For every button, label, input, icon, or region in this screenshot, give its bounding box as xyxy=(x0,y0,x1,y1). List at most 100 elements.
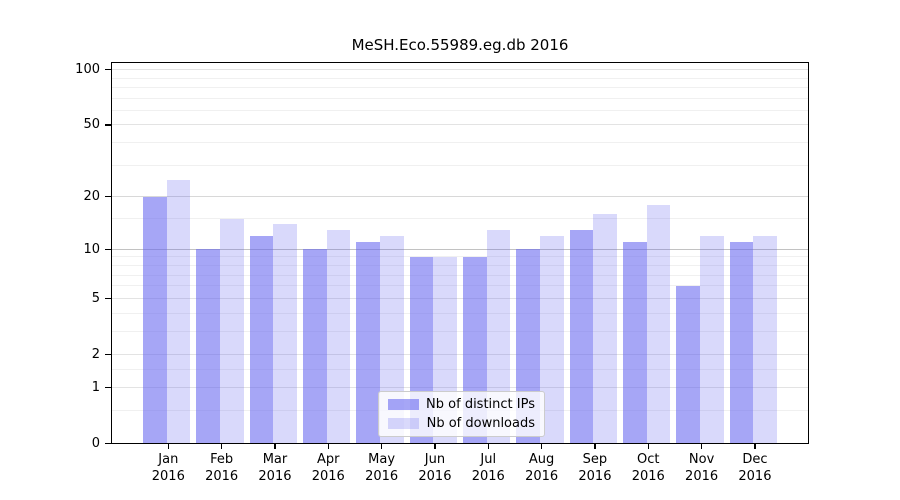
minor-gridline xyxy=(112,97,808,99)
month-label: Mar xyxy=(262,452,288,467)
bar-distinct-ips-jan xyxy=(143,196,167,444)
minor-gridline xyxy=(112,330,808,332)
bar-downloads-mar xyxy=(273,224,297,444)
bar-downloads-jan xyxy=(166,179,191,444)
month-label: Sep xyxy=(582,452,608,467)
bar-distinct-ips-apr xyxy=(303,249,327,444)
y-tick-mark xyxy=(105,124,111,126)
bar-downloads-dec xyxy=(753,235,777,444)
bar-downloads-feb xyxy=(220,218,244,444)
year-label: 2016 xyxy=(578,468,612,484)
major-gridline xyxy=(112,124,808,126)
y-tick-mark xyxy=(105,248,111,250)
legend-swatch-downloads-icon xyxy=(388,418,419,429)
x-tick-label-jun: Jun 2016 xyxy=(408,452,462,485)
x-tick-label-mar: Mar 2016 xyxy=(248,452,302,485)
x-tick-mark xyxy=(701,443,703,449)
x-tick-mark xyxy=(274,443,276,449)
month-label: Aug xyxy=(528,452,555,467)
major-gridline xyxy=(112,69,808,71)
month-label: Apr xyxy=(317,452,340,467)
x-tick-label-may: May 2016 xyxy=(355,452,409,485)
bar-distinct-ips-mar xyxy=(249,235,274,444)
legend: Nb of distinct IPs Nb of downloads xyxy=(378,391,545,437)
year-label: 2016 xyxy=(738,468,772,484)
month-label: Oct xyxy=(637,452,660,467)
x-tick-mark xyxy=(487,443,489,449)
y-tick-label: 2 xyxy=(91,347,100,362)
year-label: 2016 xyxy=(525,468,559,484)
y-tick-label: 0 xyxy=(91,436,100,451)
y-tick-label: 1 xyxy=(91,379,100,395)
x-tick-mark xyxy=(754,443,756,449)
x-tick-mark xyxy=(381,443,383,449)
legend-label-distinct-ips: Nb of distinct IPs xyxy=(426,397,535,412)
y-tick-label: 20 xyxy=(83,189,100,205)
y-tick-mark xyxy=(105,297,111,299)
minor-gridline xyxy=(112,274,808,276)
month-label: Jul xyxy=(480,452,497,467)
x-tick-label-feb: Feb 2016 xyxy=(195,452,249,485)
x-tick-label-jul: Jul 2016 xyxy=(461,452,515,485)
y-tick-label: 10 xyxy=(83,241,100,257)
major-gridline xyxy=(112,297,808,299)
bar-downloads-sep xyxy=(593,213,617,444)
month-label: Jan xyxy=(158,452,179,467)
year-label: 2016 xyxy=(631,468,665,484)
minor-gridline xyxy=(112,142,808,144)
x-tick-mark xyxy=(541,443,543,449)
y-tick-mark xyxy=(105,442,111,445)
chart-title: MeSH.Eco.55989.eg.db 2016 xyxy=(351,36,569,54)
x-tick-label-dec: Dec 2016 xyxy=(728,452,782,485)
bar-distinct-ips-may xyxy=(356,242,380,444)
bar-distinct-ips-nov xyxy=(676,285,700,444)
y-tick-label: 5 xyxy=(91,290,100,306)
bar-distinct-ips-oct xyxy=(623,242,647,444)
bar-downloads-apr xyxy=(326,229,351,444)
x-tick-label-nov: Nov 2016 xyxy=(675,452,729,485)
legend-label-downloads: Nb of downloads xyxy=(426,416,535,431)
x-tick-mark xyxy=(221,443,223,449)
bar-distinct-ips-feb xyxy=(196,249,221,444)
emphasis-gridline xyxy=(112,248,808,250)
minor-gridline xyxy=(112,312,808,314)
y-tick-mark xyxy=(105,386,111,388)
month-label: Feb xyxy=(210,452,234,467)
x-tick-label-oct: Oct 2016 xyxy=(621,452,675,485)
y-tick-label: 50 xyxy=(83,117,100,133)
year-label: 2016 xyxy=(151,468,185,484)
x-tick-mark xyxy=(434,443,436,449)
year-label: 2016 xyxy=(365,468,399,484)
year-label: 2016 xyxy=(205,468,239,484)
x-tick-label-sep: Sep 2016 xyxy=(568,452,622,485)
bar-downloads-jul xyxy=(486,229,511,444)
minor-gridline xyxy=(112,285,808,287)
x-tick-mark xyxy=(167,443,169,449)
x-tick-label-aug: Aug 2016 xyxy=(515,452,569,485)
month-label: Dec xyxy=(742,452,768,467)
minor-gridline xyxy=(112,164,808,166)
x-tick-mark xyxy=(594,443,596,449)
year-label: 2016 xyxy=(685,468,719,484)
bar-downloads-aug xyxy=(540,235,564,444)
bar-downloads-nov xyxy=(700,235,724,444)
minor-gridline xyxy=(112,265,808,266)
y-tick-label: 100 xyxy=(75,62,100,78)
y-tick-mark xyxy=(105,353,111,356)
bar-downloads-oct xyxy=(646,204,671,444)
minor-gridline xyxy=(112,256,808,258)
y-tick-mark xyxy=(105,69,111,71)
bar-distinct-ips-dec xyxy=(729,242,754,444)
major-gridline xyxy=(112,386,808,388)
x-tick-mark xyxy=(327,443,329,449)
year-label: 2016 xyxy=(418,468,452,484)
x-tick-mark xyxy=(647,443,649,449)
month-label: Jun xyxy=(424,452,446,467)
emphasis-gridline xyxy=(112,196,808,198)
minor-gridline xyxy=(112,109,808,111)
major-gridline xyxy=(112,354,808,355)
year-label: 2016 xyxy=(311,468,345,484)
year-label: 2016 xyxy=(471,468,505,484)
x-tick-label-apr: Apr 2016 xyxy=(301,452,355,485)
